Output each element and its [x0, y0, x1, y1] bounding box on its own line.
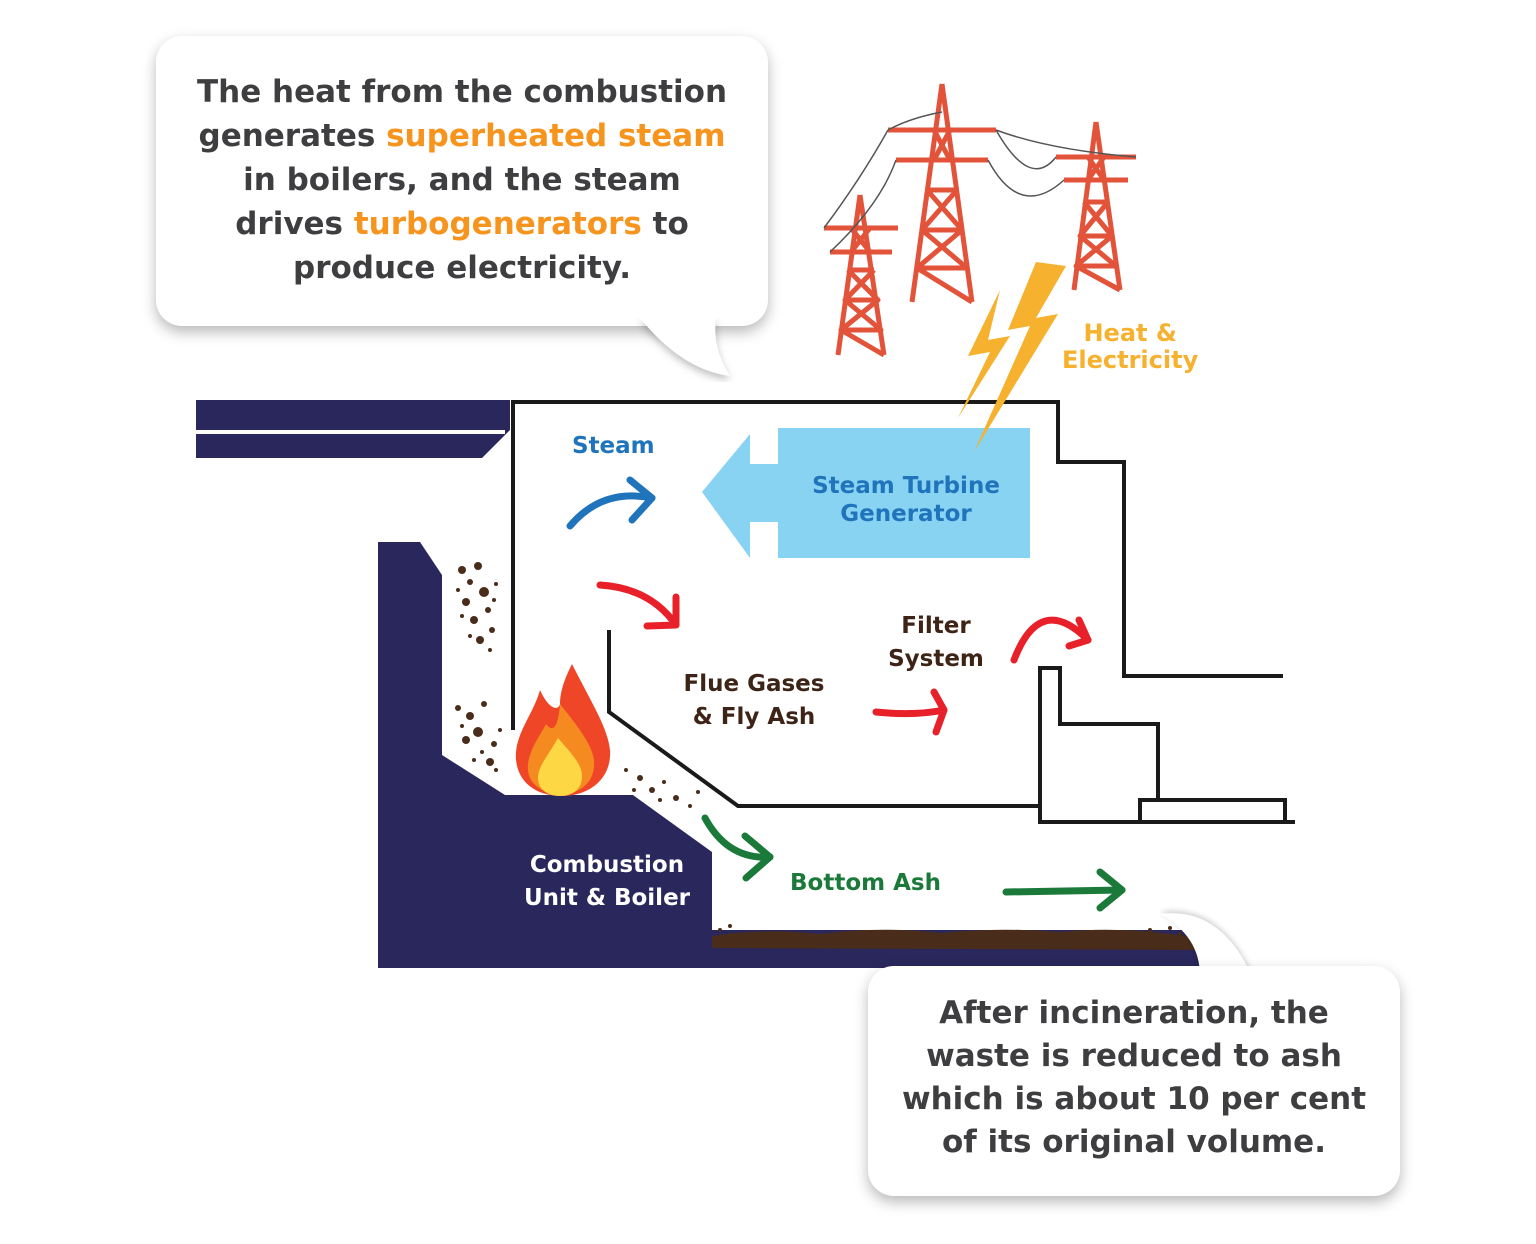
- steam-turbine-label: Steam Turbine Generator: [792, 472, 1020, 528]
- callout-top-text: to: [641, 206, 689, 242]
- highlight-superheated-steam: superheated steam: [386, 118, 726, 154]
- callout-top-line-3: in boilers, and the steam: [243, 162, 681, 198]
- callout-top-line-5: produce electricity.: [293, 250, 631, 286]
- callout-bottom-line-4: of its original volume.: [941, 1124, 1326, 1160]
- filter-label-line-1: Filter: [901, 613, 971, 639]
- combustion-label-line-2: Unit & Boiler: [523, 885, 691, 911]
- heat-electricity-label: Heat & Electricity: [1062, 320, 1198, 374]
- callout-top-text: generates: [198, 118, 387, 154]
- callout-top-text: drives: [235, 206, 354, 242]
- exhaust-arrow: [1010, 616, 1092, 664]
- flue-gases-label: Flue Gases & Fly Ash: [670, 668, 838, 734]
- transmission-tower-left: [824, 194, 898, 358]
- flue-label-line-2: & Fly Ash: [692, 704, 816, 730]
- bottom-ash-layer: [712, 929, 1210, 950]
- filter-system-label: Filter System: [880, 610, 992, 676]
- heat-label-line-2: Electricity: [1062, 346, 1199, 374]
- highlight-turbogenerators: turbogenerators: [353, 206, 642, 242]
- heat-label-line-1: Heat &: [1083, 319, 1177, 347]
- callout-top-tail: [640, 318, 730, 376]
- steam-label: Steam: [572, 433, 655, 459]
- callout-bottom-line-3: which is about 10 per cent: [901, 1081, 1367, 1117]
- steam-turbine-block: [702, 428, 1030, 558]
- callout-top-line-1: The heat from the combustion: [196, 74, 728, 110]
- callout-combustion-heat: The heat from the combustion generates s…: [156, 36, 768, 326]
- filter-label-line-2: System: [888, 646, 984, 672]
- callout-ash-volume: After incineration, the waste is reduced…: [868, 966, 1400, 1196]
- callout-bottom-tail: [1160, 913, 1252, 976]
- combustion-label-line-1: Combustion: [529, 852, 685, 878]
- lightning-icon: [958, 262, 1066, 452]
- turbine-label-line-2: Generator: [840, 501, 972, 527]
- power-lines: [823, 111, 1137, 253]
- bottom-ash-arrow-right: [1002, 868, 1126, 912]
- flue-arrow: [596, 581, 680, 630]
- callout-bottom-line-1: After incineration, the: [939, 995, 1329, 1031]
- bottom-ash-arrow-left: [701, 814, 774, 882]
- steam-arrow: [566, 476, 656, 530]
- filter-arrow: [872, 688, 948, 736]
- bottom-ash-label: Bottom Ash: [790, 870, 941, 896]
- callout-bottom-line-2: waste is reduced to ash: [926, 1038, 1342, 1074]
- turbine-label-line-1: Steam Turbine: [812, 473, 1000, 499]
- transmission-tower-right: [1056, 121, 1136, 293]
- ash-particles: [455, 562, 1182, 938]
- callout-top-line-4: drives turbogenerators to: [156, 202, 768, 246]
- plant-outline: [511, 400, 1295, 824]
- flue-label-line-1: Flue Gases: [683, 671, 825, 697]
- flame-icon: [515, 664, 611, 796]
- combustion-unit-label: Combustion Unit & Boiler: [508, 849, 706, 915]
- callout-top-line-2: generates superheated steam: [156, 114, 768, 158]
- transmission-tower-middle: [888, 83, 996, 305]
